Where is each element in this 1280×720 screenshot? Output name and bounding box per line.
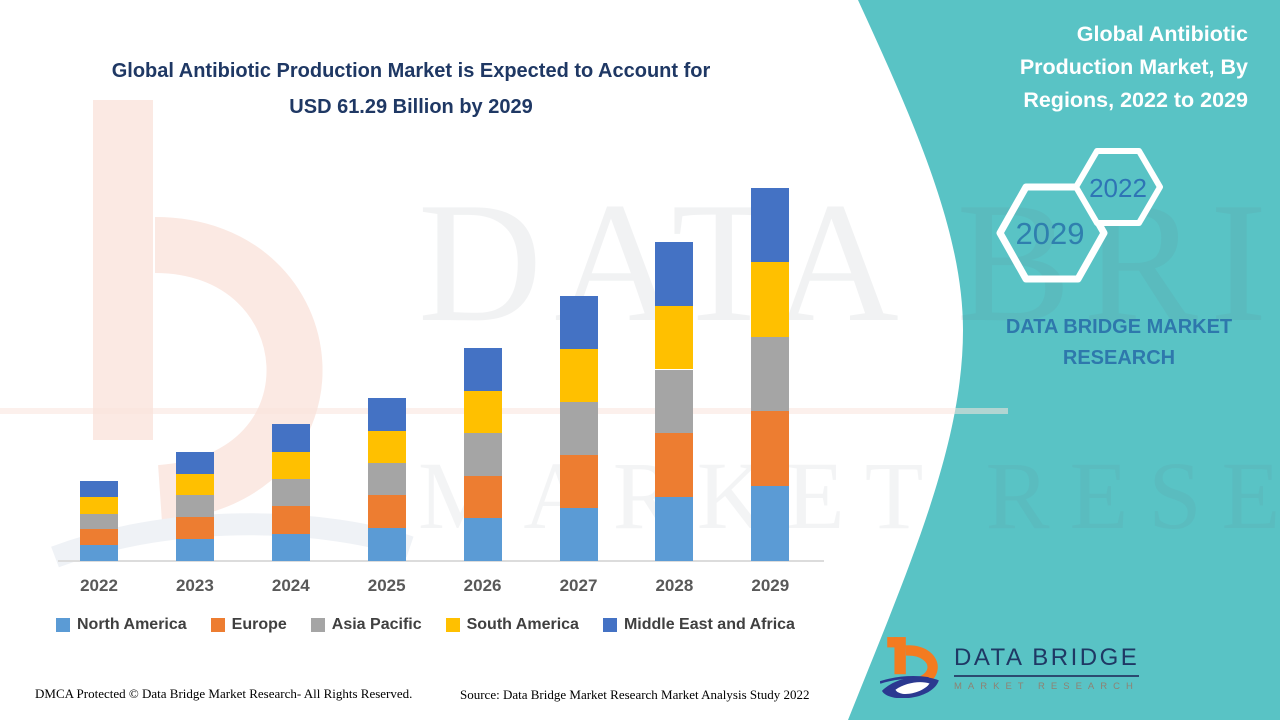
hexagon-2029-label: 2029 [1016, 216, 1085, 251]
data-bridge-logo-icon [880, 637, 939, 698]
legend-label: Middle East and Africa [623, 616, 795, 633]
bar-segment-2026-middle-east-and-africa [463, 348, 502, 391]
x-axis-label-2024: 2024 [271, 576, 310, 595]
bar-segment-2025-north-america [367, 528, 406, 561]
chart-title: Global Antibiotic Production Market is E… [60, 53, 762, 125]
x-axis-label-2028: 2028 [655, 576, 694, 595]
bar-segment-2028-north-america [655, 497, 694, 561]
bar-segment-2024-asia-pacific [271, 478, 310, 507]
x-axis-label-2022: 2022 [80, 576, 118, 595]
x-axis-label-2023: 2023 [175, 576, 214, 595]
hexagon-2029-icon [996, 183, 1108, 283]
hexagon-2022-label: 2022 [1089, 173, 1147, 203]
bar-segment-2029-europe [751, 411, 790, 487]
bar-segment-2022-north-america [80, 545, 118, 561]
legend-item-europe: Europe [210, 616, 287, 634]
bar-segment-2023-asia-pacific [175, 495, 214, 518]
data-bridge-logo: DATA BRIDGE MARKET RESEARCH [880, 636, 1140, 698]
legend-item-asia-pacific: Asia Pacific [310, 616, 422, 634]
bar-segment-2027-middle-east-and-africa [559, 295, 598, 350]
x-axis-label-2026: 2026 [463, 576, 502, 595]
legend-item-north-america: North America [56, 616, 187, 634]
bar-segment-2022-south-america [80, 497, 118, 514]
legend: North America Europe Asia Pacific South Ame… [56, 616, 795, 634]
hexagon-2022-icon [1073, 148, 1163, 226]
logo-name: DATA BRIDGE [954, 644, 1140, 677]
logo-text-column: DATA BRIDGE MARKET RESEARCH [954, 636, 1140, 692]
bar-segment-2026-south-america [463, 390, 502, 434]
bar-segment-2024-middle-east-and-africa [271, 424, 310, 452]
chart-title-line2: USD 61.29 Billion by 2029 [289, 96, 533, 118]
bar-segment-2023-south-america [175, 474, 214, 496]
legend-swatch-icon [56, 618, 70, 632]
bar-segment-2027-europe [559, 455, 598, 509]
bar-segment-2028-europe [655, 433, 694, 498]
bar-segment-2028-middle-east-and-africa [655, 242, 694, 307]
bar-segment-2029-middle-east-and-africa [751, 188, 790, 263]
bar-segment-2027-asia-pacific [559, 402, 598, 456]
bar-segment-2026-asia-pacific [463, 433, 502, 476]
legend-item-south-america: South America [445, 616, 579, 634]
bar-segment-2023-north-america [175, 539, 214, 561]
legend-swatch-icon [602, 618, 617, 632]
bar-segment-2029-south-america [751, 262, 790, 338]
legend-swatch-icon [445, 618, 460, 632]
legend-label: North America [77, 616, 187, 633]
brand-text: DATA BRIDGE MARKET RESEARCH [1005, 316, 1233, 369]
legend-label: Europe [231, 616, 287, 633]
x-axis-label-2027: 2027 [559, 576, 598, 595]
bar-segment-2027-south-america [559, 349, 598, 403]
bar-segment-2025-south-america [367, 430, 406, 464]
bar-segment-2024-south-america [271, 451, 310, 479]
bar-segment-2025-europe [367, 495, 406, 529]
bar-segment-2028-asia-pacific [655, 369, 694, 434]
legend-label: South America [466, 616, 579, 633]
legend-swatch-icon [210, 618, 225, 632]
bar-segment-2028-south-america [655, 306, 694, 370]
bar-segment-2023-middle-east-and-africa [175, 452, 214, 475]
bar-segment-2022-europe [80, 529, 118, 546]
bar-segment-2023-europe [175, 517, 214, 540]
x-axis-label-2029: 2029 [751, 576, 790, 595]
bar-segment-2026-north-america [463, 518, 502, 561]
bar-segment-2029-asia-pacific [751, 337, 790, 412]
chart-title-line1: Global Antibiotic Production Market is E… [111, 60, 711, 82]
bar-segment-2026-europe [463, 475, 502, 519]
bar-segment-2022-middle-east-and-africa [80, 480, 118, 498]
bar-segment-2027-north-america [559, 508, 598, 561]
logo-subtext: MARKET RESEARCH [954, 681, 1139, 692]
bar-segment-2025-asia-pacific [367, 463, 406, 496]
pink-stripe-watermark [0, 408, 1008, 414]
bar-segment-2022-asia-pacific [80, 513, 118, 530]
side-panel-title: Global Antibiotic Production Market, By … [1019, 22, 1248, 112]
bar-segment-2024-north-america [271, 533, 310, 561]
x-axis-label-2025: 2025 [367, 576, 406, 595]
source-footer: Source: Data Bridge Market Research Mark… [460, 687, 810, 702]
bar-segment-2024-europe [271, 506, 310, 534]
legend-swatch-icon [310, 618, 325, 632]
legend-item-middle-east-and-africa: Middle East and Africa [602, 616, 795, 634]
x-axis-line [58, 560, 824, 562]
dmca-footer: DMCA Protected © Data Bridge Market Rese… [35, 686, 413, 701]
bar-segment-2025-middle-east-and-africa [367, 398, 406, 431]
legend-label: Asia Pacific [331, 616, 422, 633]
bar-segment-2029-north-america [751, 486, 790, 561]
